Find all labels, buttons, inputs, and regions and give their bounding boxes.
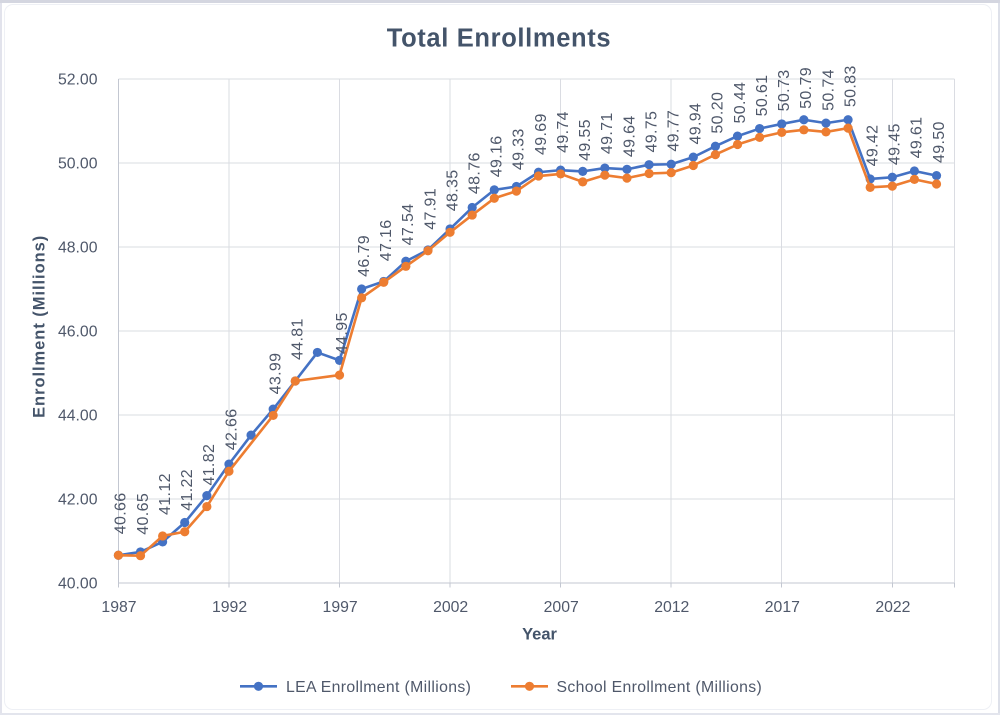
svg-text:49.55: 49.55 xyxy=(577,119,594,161)
svg-text:50.44: 50.44 xyxy=(732,82,749,124)
svg-text:49.50: 49.50 xyxy=(931,121,948,163)
svg-text:40.65: 40.65 xyxy=(135,493,152,535)
svg-text:49.16: 49.16 xyxy=(489,135,506,177)
svg-text:40.00: 40.00 xyxy=(58,576,98,593)
svg-text:49.74: 49.74 xyxy=(555,111,572,153)
svg-text:44.00: 44.00 xyxy=(58,408,98,425)
svg-text:Enrollment (Millions): Enrollment (Millions) xyxy=(30,235,48,418)
svg-text:49.64: 49.64 xyxy=(621,115,638,157)
svg-text:50.74: 50.74 xyxy=(820,69,837,111)
svg-text:50.73: 50.73 xyxy=(776,70,793,112)
svg-text:49.77: 49.77 xyxy=(665,110,682,152)
svg-text:46.79: 46.79 xyxy=(356,235,373,277)
svg-text:50.79: 50.79 xyxy=(798,67,815,109)
svg-text:52.00: 52.00 xyxy=(58,72,98,89)
svg-text:48.00: 48.00 xyxy=(58,240,98,257)
svg-text:Year: Year xyxy=(522,626,557,644)
svg-text:48.35: 48.35 xyxy=(444,170,461,212)
svg-text:49.75: 49.75 xyxy=(643,111,660,153)
svg-text:47.54: 47.54 xyxy=(400,204,417,246)
svg-text:2017: 2017 xyxy=(765,599,800,616)
svg-text:42.66: 42.66 xyxy=(223,408,240,450)
svg-text:44.95: 44.95 xyxy=(334,312,351,354)
svg-text:43.99: 43.99 xyxy=(267,353,284,395)
svg-text:2022: 2022 xyxy=(875,599,910,616)
svg-text:40.66: 40.66 xyxy=(113,492,130,534)
svg-text:49.71: 49.71 xyxy=(599,112,616,154)
svg-text:49.69: 49.69 xyxy=(533,113,550,155)
svg-text:2002: 2002 xyxy=(433,599,468,616)
svg-text:1987: 1987 xyxy=(101,599,136,616)
svg-text:50.20: 50.20 xyxy=(710,92,727,134)
svg-text:47.91: 47.91 xyxy=(422,188,439,230)
svg-text:46.00: 46.00 xyxy=(58,324,98,341)
svg-text:44.81: 44.81 xyxy=(290,318,307,360)
svg-text:1997: 1997 xyxy=(323,599,358,616)
svg-text:41.22: 41.22 xyxy=(179,469,196,511)
svg-text:49.33: 49.33 xyxy=(511,128,528,170)
svg-text:50.61: 50.61 xyxy=(754,75,771,117)
svg-text:49.94: 49.94 xyxy=(688,103,705,145)
svg-text:LEA Enrollment (Millions): LEA Enrollment (Millions) xyxy=(286,679,471,696)
svg-text:42.00: 42.00 xyxy=(58,492,98,509)
svg-text:School Enrollment (Millions): School Enrollment (Millions) xyxy=(557,679,763,696)
svg-text:2012: 2012 xyxy=(654,599,689,616)
svg-text:41.82: 41.82 xyxy=(201,444,218,486)
svg-text:1992: 1992 xyxy=(212,599,247,616)
svg-text:49.42: 49.42 xyxy=(864,125,881,167)
svg-text:50.00: 50.00 xyxy=(58,156,98,173)
svg-text:48.76: 48.76 xyxy=(466,152,483,194)
svg-text:41.12: 41.12 xyxy=(157,473,174,515)
svg-text:47.16: 47.16 xyxy=(378,219,395,261)
svg-text:49.45: 49.45 xyxy=(887,123,904,165)
svg-text:Total Enrollments: Total Enrollments xyxy=(387,25,612,53)
svg-text:50.83: 50.83 xyxy=(842,65,859,107)
svg-text:2007: 2007 xyxy=(544,599,579,616)
svg-text:49.61: 49.61 xyxy=(909,117,926,159)
